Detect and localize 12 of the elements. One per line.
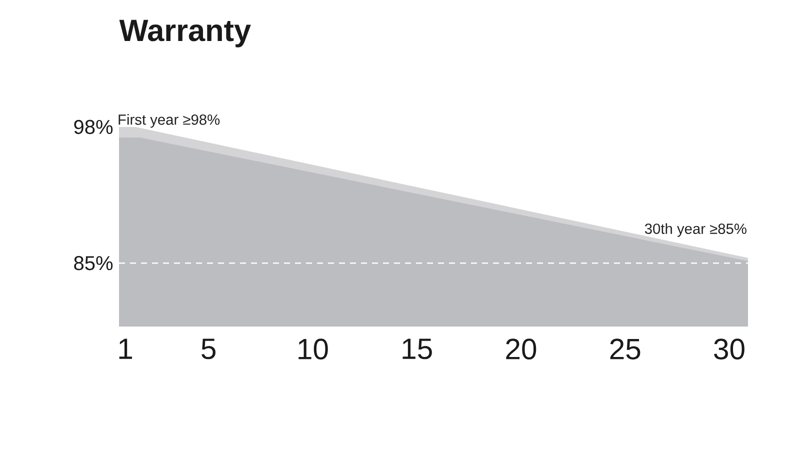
x-tick-label: 30	[714, 338, 744, 360]
x-tick-label: 25	[610, 338, 640, 360]
chart-title: Warranty	[119, 20, 251, 48]
x-tick-label: 15	[402, 338, 432, 360]
x-tick-label: 5	[202, 338, 216, 360]
y-tick-label: 85%	[74, 256, 113, 270]
annotation: 30th year ≥85%	[644, 223, 746, 237]
x-tick-label: 1	[119, 338, 132, 359]
x-tick-label: 20	[506, 338, 536, 360]
x-tick-label: 10	[298, 338, 328, 360]
y-tick-label: 98%	[74, 120, 113, 134]
annotation: First year ≥98%	[118, 114, 220, 128]
